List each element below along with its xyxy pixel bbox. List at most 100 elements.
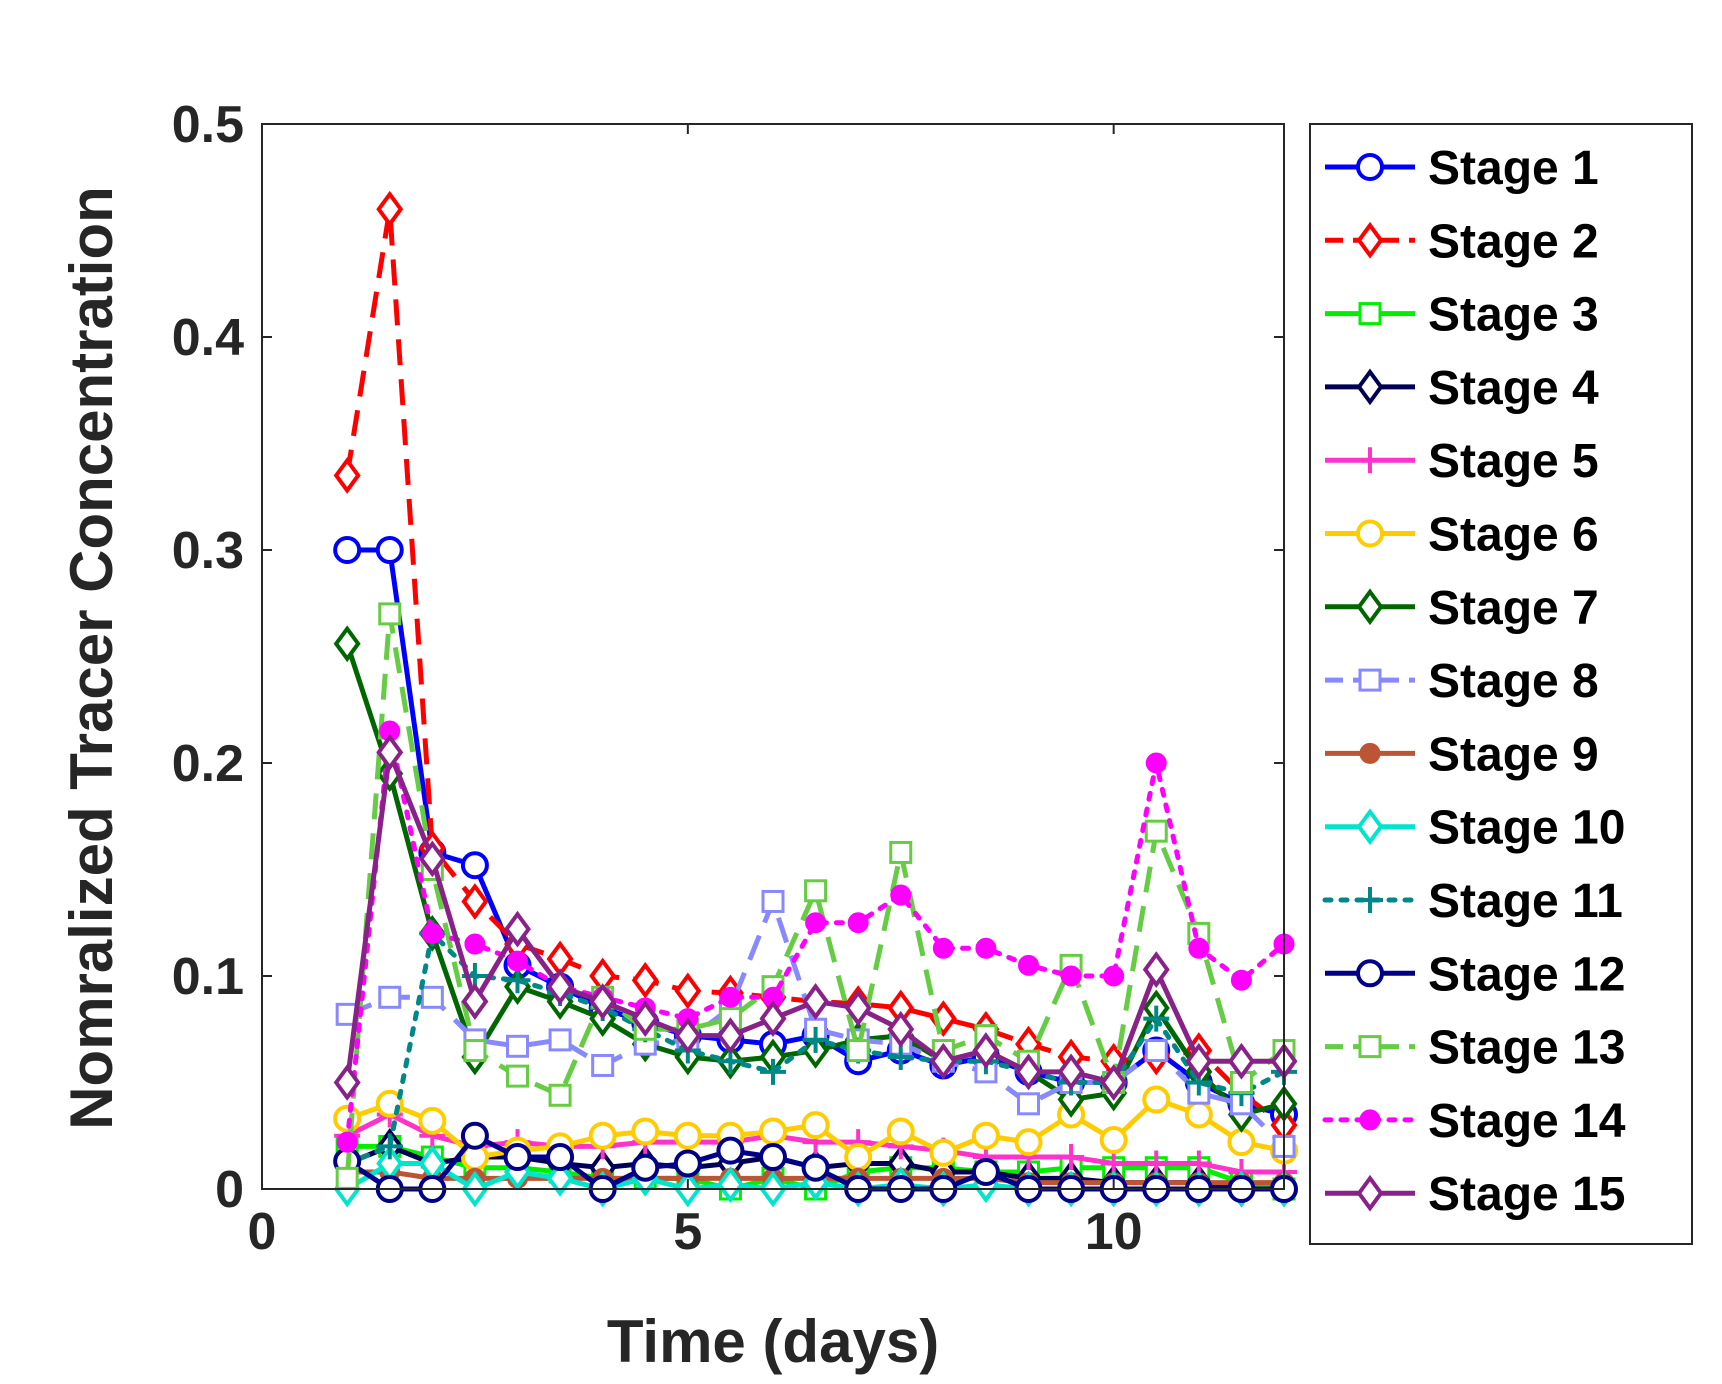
legend-item-stage-11: Stage 11 xyxy=(1322,875,1623,928)
data-point xyxy=(336,1131,358,1153)
legend-item-stage-7: Stage 7 xyxy=(1325,582,1599,635)
data-point xyxy=(421,922,443,944)
legend-label: Stage 14 xyxy=(1428,1095,1626,1148)
data-point xyxy=(546,1159,574,1197)
y-tick-label: 0.4 xyxy=(172,309,244,367)
data-point xyxy=(716,1166,744,1204)
data-point xyxy=(1142,951,1170,988)
data-point xyxy=(805,912,827,934)
data-point xyxy=(591,1053,615,1077)
data-point xyxy=(504,967,531,994)
y-axis-label: Nomralized Tracer Concentration xyxy=(58,186,125,1130)
data-point xyxy=(1184,1100,1213,1129)
legend-marker xyxy=(1358,302,1382,326)
legend-marker xyxy=(1356,588,1384,626)
legend: Stage 1 Stage 2 Stage 3 Stage 4 Stage 5 Stage… xyxy=(1309,123,1693,1245)
legend-marker xyxy=(1356,221,1384,259)
data-point xyxy=(804,879,828,903)
data-point xyxy=(333,457,361,494)
data-point xyxy=(719,986,741,1008)
data-point xyxy=(504,910,531,948)
legend-label: Stage 11 xyxy=(1428,875,1623,928)
legend-marker xyxy=(1356,368,1384,406)
data-point xyxy=(929,1138,958,1167)
data-point xyxy=(376,733,404,771)
y-tick-label: 0.2 xyxy=(172,735,244,793)
data-point xyxy=(506,1034,529,1058)
data-point xyxy=(1227,1128,1256,1157)
data-point xyxy=(333,536,362,564)
data-point xyxy=(418,1106,447,1135)
data-point xyxy=(333,625,361,663)
data-point xyxy=(971,1121,1000,1150)
data-point xyxy=(972,1032,1000,1069)
legend-label: Stage 9 xyxy=(1428,728,1599,781)
legend-label: Stage 3 xyxy=(1428,289,1599,342)
data-point xyxy=(1017,1092,1040,1116)
data-point xyxy=(546,968,574,1006)
legend-label: Stage 15 xyxy=(1428,1168,1625,1221)
data-point xyxy=(376,190,404,228)
series-line xyxy=(344,611,1286,1179)
data-point xyxy=(461,983,489,1020)
data-point xyxy=(759,1143,787,1172)
legend-marker xyxy=(1357,447,1383,474)
data-point xyxy=(1144,1039,1168,1063)
data-point xyxy=(971,1157,1000,1186)
data-point xyxy=(631,1153,660,1182)
data-point xyxy=(929,1042,957,1080)
data-point xyxy=(548,1028,572,1052)
data-point xyxy=(631,961,659,999)
legend-label: Stage 4 xyxy=(1428,362,1599,415)
data-point xyxy=(886,1117,915,1146)
data-point xyxy=(1185,1042,1213,1080)
ticks-layer: 0 5 10 0 0.1 0.2 0.3 0.4 0.5 xyxy=(172,96,1284,1261)
legend-item-stage-13: Stage 13 xyxy=(1325,1022,1625,1075)
data-point xyxy=(802,983,830,1020)
data-point xyxy=(716,1017,744,1055)
legend-item-stage-10: Stage 10 xyxy=(1325,802,1625,855)
data-point xyxy=(333,1064,361,1101)
data-point xyxy=(1018,954,1039,976)
data-point xyxy=(1188,937,1210,959)
legend-item-stage-14: Stage 14 xyxy=(1322,1095,1626,1148)
data-point xyxy=(887,1043,914,1070)
data-point xyxy=(464,933,486,955)
data-point xyxy=(463,1039,487,1063)
data-point xyxy=(376,1133,403,1160)
legend-label: Stage 7 xyxy=(1428,582,1599,635)
legend-marker xyxy=(1356,1174,1384,1212)
data-point xyxy=(378,602,402,626)
data-point xyxy=(461,883,489,920)
data-point xyxy=(844,1143,873,1172)
data-point xyxy=(760,1058,786,1085)
data-point xyxy=(1103,965,1125,987)
data-point xyxy=(1145,752,1167,774)
legend-marker xyxy=(1359,1109,1381,1131)
data-point xyxy=(761,889,785,913)
data-point xyxy=(890,884,912,906)
data-point xyxy=(1099,1126,1128,1155)
data-point xyxy=(1143,1005,1170,1032)
legend-label: Stage 5 xyxy=(1428,435,1599,488)
data-point xyxy=(889,840,913,864)
data-point xyxy=(1060,965,1082,987)
data-point xyxy=(674,972,702,1010)
data-point xyxy=(460,851,489,880)
data-point xyxy=(801,1111,830,1140)
data-point xyxy=(887,1010,915,1048)
data-point xyxy=(1057,1053,1085,1091)
y-tick-label: 0.3 xyxy=(172,522,244,580)
data-point xyxy=(716,1136,745,1165)
legend-item-stage-4: Stage 4 xyxy=(1325,362,1599,415)
data-point xyxy=(1144,819,1168,843)
legend-marker xyxy=(1357,887,1383,913)
series-stage-15 xyxy=(333,733,1298,1101)
legend-marker xyxy=(1356,959,1384,988)
data-point xyxy=(801,1153,830,1182)
legend-marker xyxy=(1358,668,1382,692)
data-point xyxy=(844,989,872,1027)
legend-item-stage-3: Stage 3 xyxy=(1325,289,1599,342)
data-point xyxy=(1142,1085,1171,1114)
